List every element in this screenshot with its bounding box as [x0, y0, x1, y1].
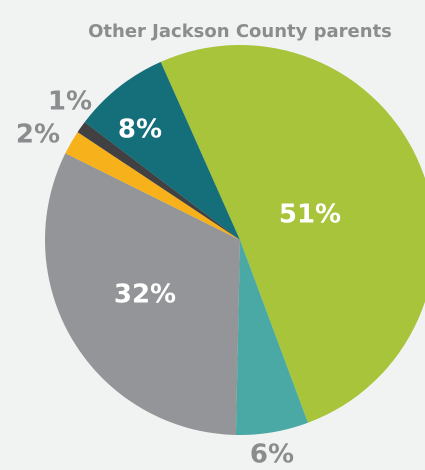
pie-slice — [44, 153, 240, 435]
chart-title: Other Jackson County parents — [88, 21, 392, 42]
pie-slice — [160, 45, 425, 423]
slice-label: 6% — [250, 440, 294, 470]
pie-slice — [84, 61, 240, 240]
slice-label: 32% — [114, 280, 176, 310]
slice-label: 51% — [279, 200, 341, 230]
slice-label: 2% — [16, 120, 60, 150]
pie-slice — [77, 122, 241, 240]
slice-label: 1% — [48, 87, 92, 117]
slice-label: 8% — [118, 115, 162, 145]
pie-slice — [65, 132, 240, 240]
pie-slice — [235, 240, 308, 435]
